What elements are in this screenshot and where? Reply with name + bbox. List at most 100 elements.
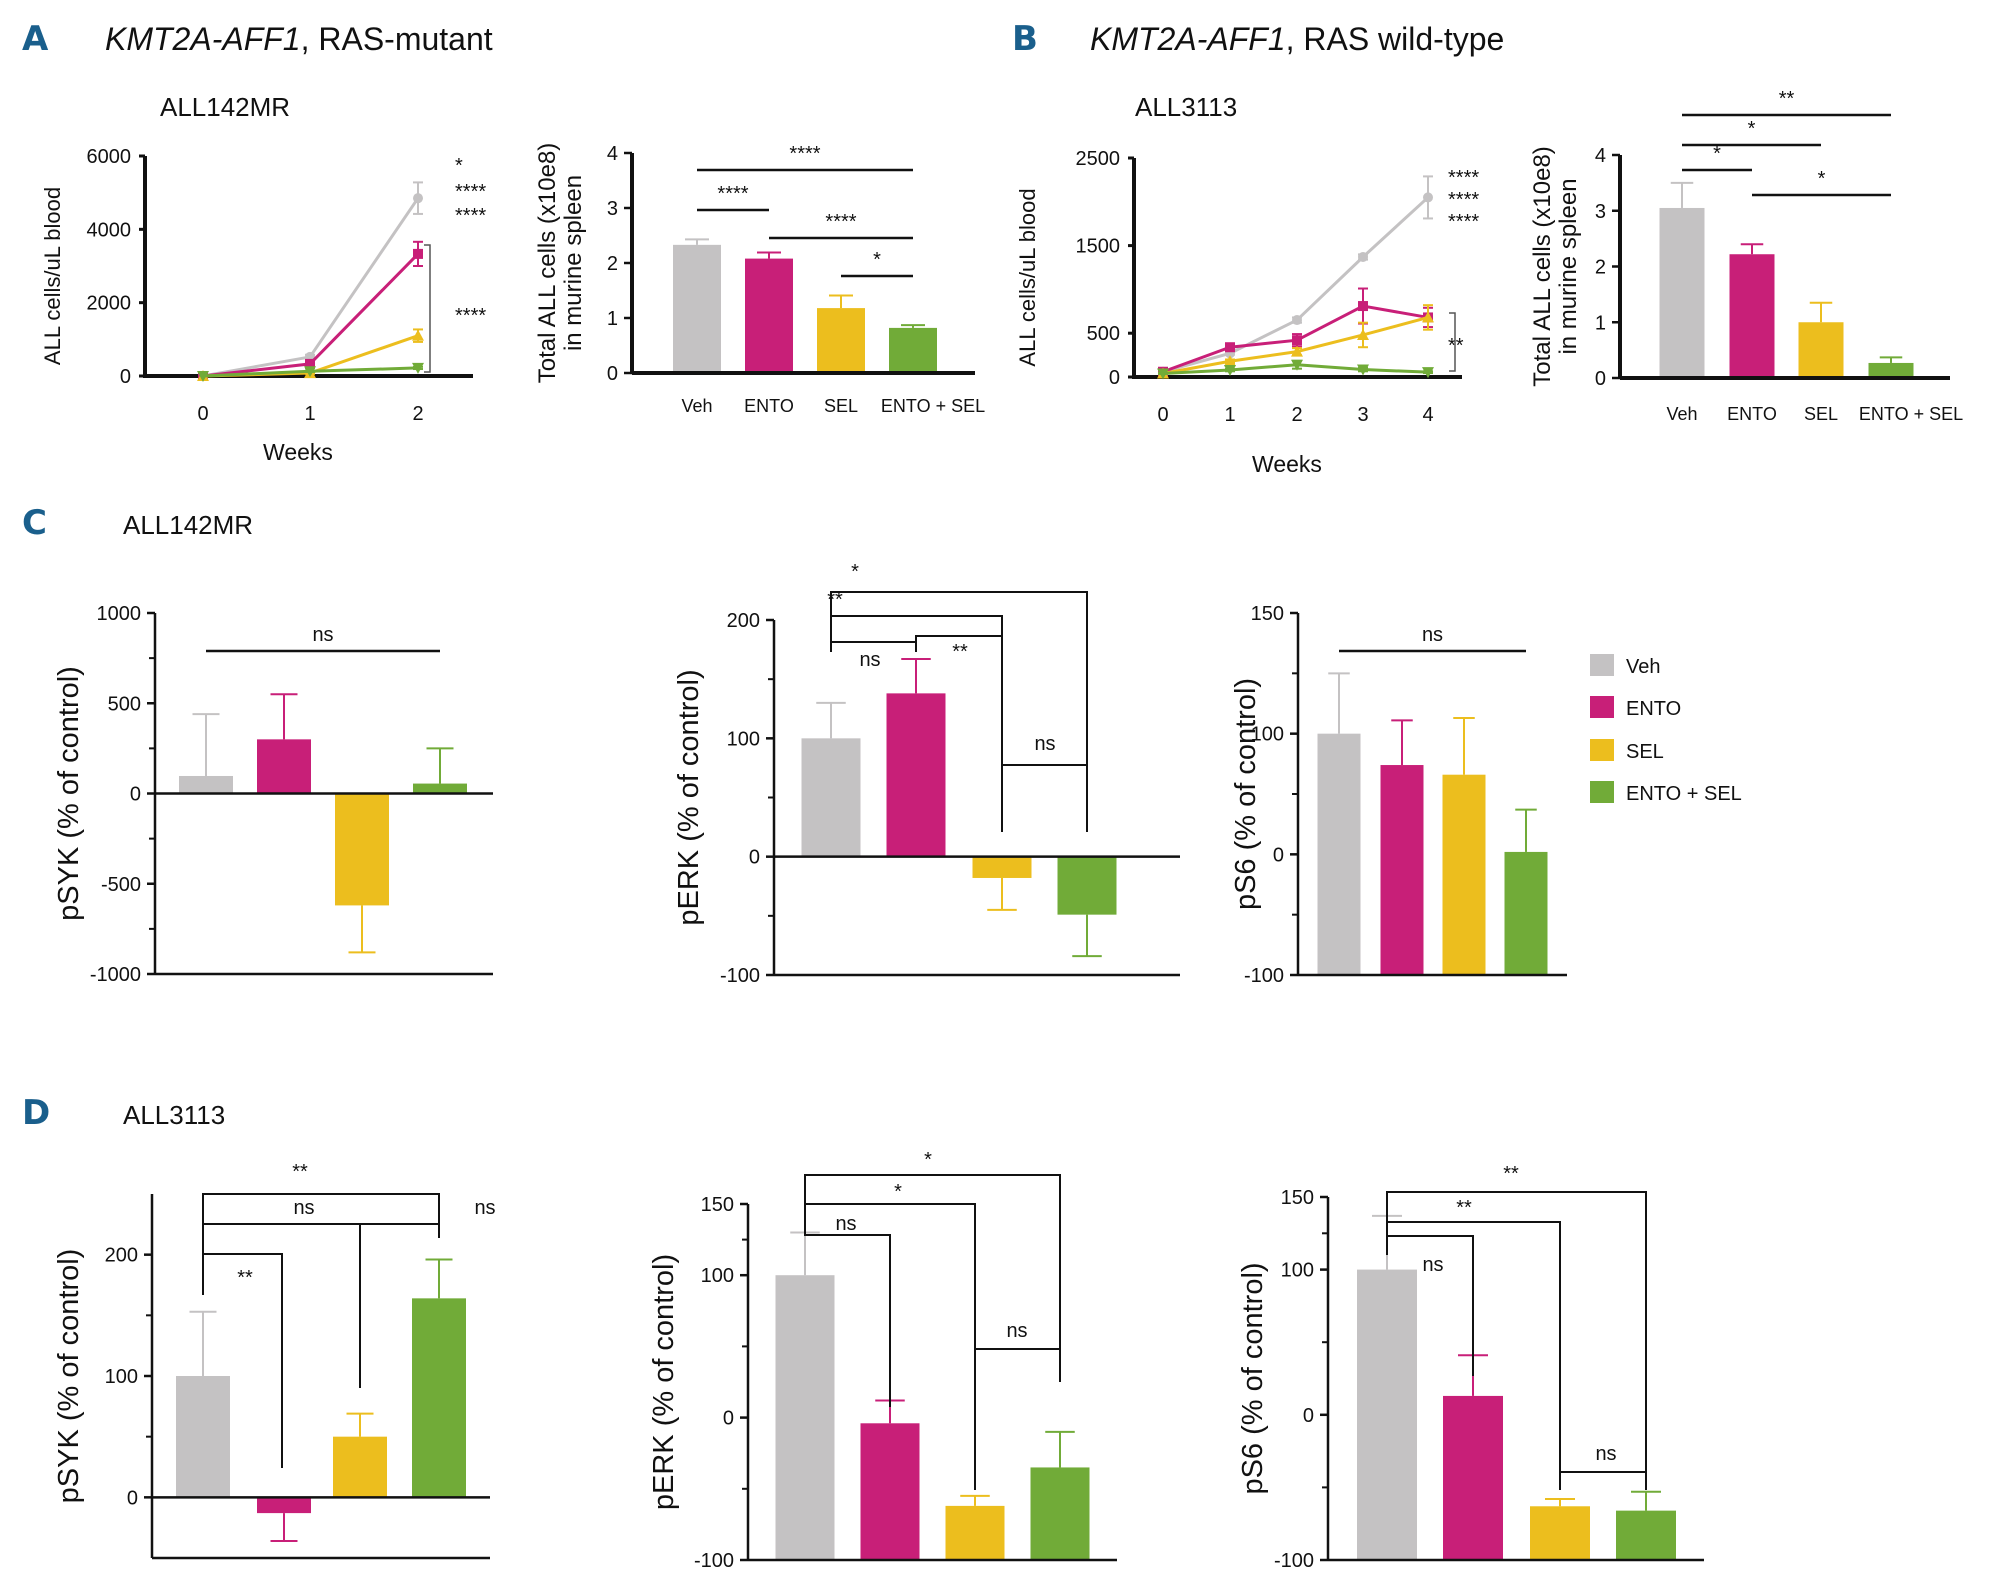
- y-tick-label: 0: [723, 1408, 734, 1430]
- x-tick-label: 0: [197, 403, 208, 425]
- bar: [1504, 851, 1548, 975]
- y-axis-title: pERK (% of control): [673, 669, 705, 925]
- legend: Veh ENTO SEL ENTO + SEL: [1590, 654, 1742, 805]
- significance-bracket: [805, 1203, 976, 1490]
- bar: [1530, 1506, 1590, 1560]
- y-tick-label: 150: [701, 1194, 734, 1216]
- panel-a-title-italic: KMT2A-AFF1: [105, 21, 301, 57]
- data-point: [305, 358, 315, 369]
- significance-label: *: [894, 1181, 902, 1203]
- panel-a-title: KMT2A-AFF1, RAS-mutant: [105, 21, 493, 57]
- bar: [176, 1376, 230, 1498]
- significance-label: *: [873, 249, 881, 271]
- significance-bracket: [1001, 764, 1088, 832]
- category-label: ENTO + SEL: [881, 396, 985, 416]
- category-label: ENTO: [744, 396, 794, 416]
- significance-label: *: [1748, 118, 1756, 140]
- y-tick-label: -500: [101, 874, 141, 896]
- y-tick-label: -100: [694, 1550, 734, 1572]
- y-tick-label: 0: [607, 363, 618, 385]
- bar: [1057, 856, 1117, 915]
- data-point: [1358, 251, 1368, 262]
- significance-label: ns: [474, 1197, 495, 1219]
- category-label: Veh: [1666, 404, 1697, 424]
- category-label: SEL: [1804, 404, 1838, 424]
- significance-bracket: [830, 591, 1088, 832]
- y-tick-label: 0: [1595, 368, 1606, 390]
- significance-label: **: [1779, 88, 1795, 110]
- panel-b-title-italic: KMT2A-AFF1: [1090, 21, 1286, 57]
- y-tick-label: 0: [749, 847, 760, 869]
- data-point: [413, 193, 423, 204]
- significance-bracket: [830, 641, 917, 652]
- bar: [1616, 1510, 1676, 1560]
- y-axis-title: pSYK (% of control): [53, 666, 85, 921]
- bar: [945, 1505, 1005, 1560]
- significance-label: ns: [293, 1197, 314, 1219]
- bar: [972, 856, 1032, 878]
- bar: [179, 775, 233, 794]
- legend-label: SEL: [1626, 741, 1664, 763]
- bar: [1380, 765, 1424, 975]
- bar: [1798, 322, 1844, 378]
- y-tick-label: -1000: [90, 964, 141, 986]
- y-tick-label: 6000: [87, 146, 132, 168]
- bar: [1868, 362, 1914, 378]
- chart-A_spleen: 0 1 2 3 4 Total ALL cells (x10e8) in murine sp…: [534, 143, 985, 416]
- y-tick-label: 4: [607, 143, 618, 165]
- legend-label: ENTO + SEL: [1626, 783, 1742, 805]
- significance-label: **: [952, 641, 968, 663]
- significance-bracket: [1387, 1221, 1561, 1490]
- data-point: [1224, 355, 1236, 367]
- x-tick-label: 1: [304, 403, 315, 425]
- panel-label-d: D: [22, 1093, 50, 1133]
- y-tick-label: -100: [720, 965, 760, 987]
- significance-label: *: [924, 1149, 932, 1171]
- data-point: [1423, 192, 1433, 203]
- significance-label: ns: [1422, 624, 1443, 646]
- y-tick-label: 0: [127, 1487, 138, 1509]
- panel-c-sample: ALL142MR: [123, 510, 253, 540]
- significance-label: *: [1713, 143, 1721, 165]
- significance-label: *: [455, 155, 463, 177]
- y-axis-title: in murine spleen: [1555, 178, 1582, 354]
- chart-B_blood: 0 500 1500 2500 0 1 2 3 4 Weeks ALL cells/uL blood…: [1015, 148, 1479, 477]
- bracket: [1449, 312, 1456, 372]
- significance-bracket: [915, 635, 1003, 642]
- panel-label-c: C: [22, 503, 47, 543]
- data-point: [412, 329, 424, 341]
- significance-label: ns: [1595, 1443, 1616, 1465]
- y-tick-label: 1: [607, 308, 618, 330]
- bar: [1443, 1395, 1503, 1560]
- y-tick-label: 100: [701, 1265, 734, 1287]
- chart-A_blood: 0 2000 4000 6000 0 1 2 Weeks ALL cells/uL blood *…: [40, 146, 486, 465]
- panel-label-a: A: [22, 19, 49, 59]
- data-point: [1224, 364, 1236, 376]
- significance-bracket: [1386, 1191, 1647, 1490]
- y-tick-label: 0: [1303, 1405, 1314, 1427]
- bar: [860, 1423, 920, 1560]
- y-axis-title: Total ALL cells (x10e8): [1529, 146, 1556, 387]
- y-axis-title: ALL cells/uL blood: [1015, 188, 1040, 366]
- bar: [886, 693, 946, 857]
- bar: [1659, 207, 1705, 378]
- bar: [1442, 774, 1486, 975]
- bar: [817, 308, 865, 373]
- significance-label: **: [292, 1161, 308, 1183]
- y-tick-label: 3: [1595, 201, 1606, 223]
- y-axis-title: pS6 (% of control): [1237, 1262, 1269, 1494]
- panel-label-b: B: [1012, 19, 1038, 59]
- y-tick-label: 2: [607, 253, 618, 275]
- significance-label: ****: [455, 205, 486, 227]
- y-axis-title: pSYK (% of control): [53, 1249, 85, 1504]
- bar: [673, 244, 721, 373]
- bar: [335, 793, 389, 906]
- significance-label: ****: [455, 181, 486, 203]
- x-tick-label: 2: [1291, 404, 1302, 426]
- y-tick-label: 0: [1109, 367, 1120, 389]
- x-tick-label: 3: [1357, 404, 1368, 426]
- data-point: [1292, 335, 1302, 346]
- category-label: SEL: [824, 396, 858, 416]
- significance-bracket: [202, 1193, 440, 1293]
- bar: [257, 739, 311, 794]
